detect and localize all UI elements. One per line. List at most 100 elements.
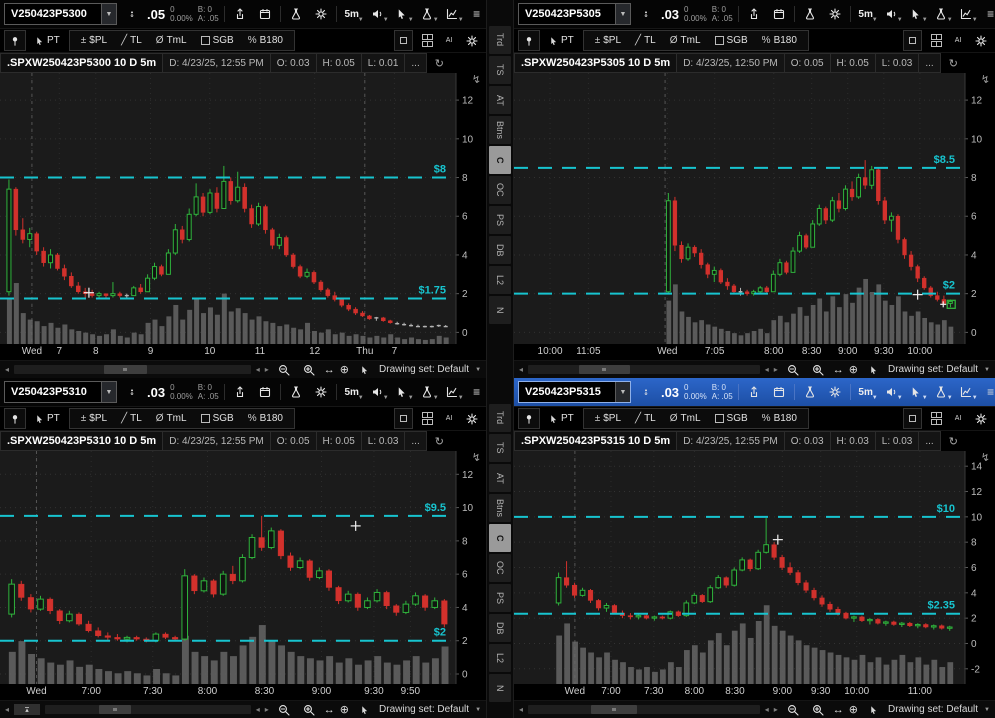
scroll-left-arrow[interactable]: ◂ (5, 705, 10, 714)
quick-study-flask-icon[interactable]: ▼ (931, 382, 953, 402)
grid-layout-icon[interactable] (416, 409, 436, 429)
alerts-speaker-icon[interactable]: ▼ (881, 4, 903, 24)
cursor-tool-icon[interactable]: ▼ (906, 382, 928, 402)
chart-scrollbar[interactable] (14, 365, 251, 374)
gear-icon[interactable] (971, 409, 991, 429)
scroll-step-right[interactable]: ▸ (264, 365, 269, 374)
crosshair-icon[interactable]: ⊕ (848, 704, 858, 716)
ohlc-more[interactable]: ... (919, 53, 941, 73)
pan-icon[interactable]: ↔ (832, 363, 844, 376)
pin-button[interactable] (517, 408, 540, 429)
spl-button[interactable]: ± $PL (594, 413, 622, 424)
tl-button[interactable]: ╱ TL (121, 35, 142, 46)
gadget-tab-btns[interactable]: Btns (488, 116, 511, 144)
sgb-button[interactable]: SGB (195, 31, 240, 50)
menu-icon[interactable]: ≡ (987, 385, 995, 399)
drawing-set-label[interactable]: Drawing set: Default (888, 704, 979, 715)
share-icon[interactable] (744, 382, 764, 402)
auto-scale-icon[interactable]: ↯ (471, 452, 482, 464)
gadget-tab-l2[interactable]: L2 (488, 644, 511, 672)
tml-button[interactable]: Ø TmL (669, 413, 701, 424)
calendar-icon[interactable] (255, 382, 275, 402)
detach-button[interactable] (903, 408, 922, 429)
ai-icon[interactable]: AI (445, 37, 453, 44)
chart-refresh-icon[interactable]: ↻ (948, 435, 958, 448)
pan-icon[interactable]: ↔ (832, 703, 844, 716)
grid-layout-icon[interactable] (925, 31, 945, 51)
scrollbar-thumb[interactable] (98, 705, 132, 714)
price-link-icon[interactable] (122, 382, 142, 402)
scroll-step-right[interactable]: ▸ (773, 365, 778, 374)
b180-button[interactable]: % B180 (247, 413, 283, 424)
scrollbar-thumb[interactable] (103, 365, 147, 374)
drawing-set-dropdown-arrow[interactable]: ▼ (984, 706, 990, 713)
gadget-tab-at[interactable]: AT (488, 86, 511, 114)
pin-button[interactable] (517, 30, 540, 51)
ohlc-more[interactable]: ... (405, 431, 427, 451)
scroll-step-right[interactable]: ▸ (264, 705, 269, 714)
studies-flask-icon[interactable] (286, 382, 306, 402)
zoom-in-icon[interactable] (808, 700, 828, 718)
settings-gear-icon[interactable] (825, 382, 845, 402)
gadget-tab-n[interactable]: N (488, 674, 511, 702)
gadget-tab-ps[interactable]: PS (488, 206, 511, 234)
spl-button[interactable]: ± $PL (594, 35, 622, 46)
gadget-tab-ps[interactable]: PS (488, 584, 511, 612)
symbol-dropdown-arrow[interactable]: ▼ (101, 4, 116, 24)
gadget-tab-oc[interactable]: OC (488, 554, 511, 582)
studies-flask-icon[interactable] (800, 382, 820, 402)
crosshair-icon[interactable]: ⊕ (339, 364, 350, 376)
gadget-tab-c[interactable]: C (488, 146, 511, 174)
zoom-out-icon[interactable] (274, 700, 294, 718)
drawing-set-label[interactable]: Drawing set: Default (379, 704, 470, 715)
scrollbar-thumb[interactable] (578, 365, 630, 374)
ai-icon[interactable]: AI (954, 37, 962, 44)
detach-button[interactable] (394, 30, 414, 51)
chart-scrollbar[interactable] (527, 705, 760, 714)
spl-button[interactable]: ± $PL (80, 35, 108, 46)
pt-button[interactable]: PT (29, 409, 66, 428)
gear-icon[interactable] (971, 31, 991, 51)
scroll-left-arrow[interactable]: ◂ (5, 365, 10, 374)
chart-refresh-icon[interactable]: ↻ (434, 57, 444, 70)
pointer-icon[interactable] (354, 700, 374, 718)
crosshair-icon[interactable]: ⊕ (848, 364, 858, 376)
tl-button[interactable]: ╱ TL (635, 413, 656, 424)
calendar-icon[interactable] (255, 4, 275, 24)
tml-button[interactable]: Ø TmL (669, 35, 701, 46)
gadget-tab-oc[interactable]: OC (488, 176, 511, 204)
symbol-input[interactable]: V250423P5300 ▼ (4, 3, 117, 25)
auto-scale-icon[interactable]: ↯ (980, 74, 990, 86)
gadget-tab-c[interactable]: C (488, 524, 511, 552)
tml-button[interactable]: Ø TmL (155, 35, 187, 46)
scroll-left-arrow[interactable]: ◂ (518, 705, 523, 714)
studies-flask-icon[interactable] (800, 4, 820, 24)
symbol-input[interactable]: V250423P5305 ▼ (517, 3, 631, 25)
menu-icon[interactable]: ≡ (473, 385, 481, 399)
drawing-set-dropdown-arrow[interactable]: ▼ (475, 366, 482, 373)
chart-scrollbar[interactable] (45, 705, 251, 714)
chart-scrollbar[interactable] (527, 365, 760, 374)
ai-icon[interactable]: AI (445, 415, 453, 422)
gadget-tab-l2[interactable]: L2 (488, 266, 511, 294)
pt-button[interactable]: PT (543, 31, 580, 50)
gadget-tab-db[interactable]: DB (488, 236, 511, 264)
sgb-button[interactable]: SGB (195, 409, 240, 428)
price-link-icon[interactable] (122, 4, 142, 24)
gadget-tab-db[interactable]: DB (488, 614, 511, 642)
quick-study-flask-icon[interactable]: ▼ (417, 4, 439, 24)
pan-icon[interactable]: ↔ (323, 363, 335, 376)
gadget-tab-btns[interactable]: Btns (488, 494, 511, 522)
grid-layout-icon[interactable] (925, 409, 945, 429)
tl-button[interactable]: ╱ TL (635, 35, 656, 46)
auto-scale-icon[interactable]: ↯ (980, 452, 990, 464)
zoom-in-icon[interactable] (299, 700, 319, 718)
jump-to-present-button[interactable]: ▴ (14, 704, 41, 715)
alerts-speaker-icon[interactable]: ▼ (881, 382, 903, 402)
share-icon[interactable] (230, 4, 250, 24)
symbol-input[interactable]: V250423P5315 ▼ (517, 381, 631, 403)
scroll-step-left[interactable]: ◂ (255, 705, 260, 714)
calendar-icon[interactable] (769, 382, 789, 402)
pt-button[interactable]: PT (543, 409, 580, 428)
cursor-tool-icon[interactable]: ▼ (392, 4, 414, 24)
